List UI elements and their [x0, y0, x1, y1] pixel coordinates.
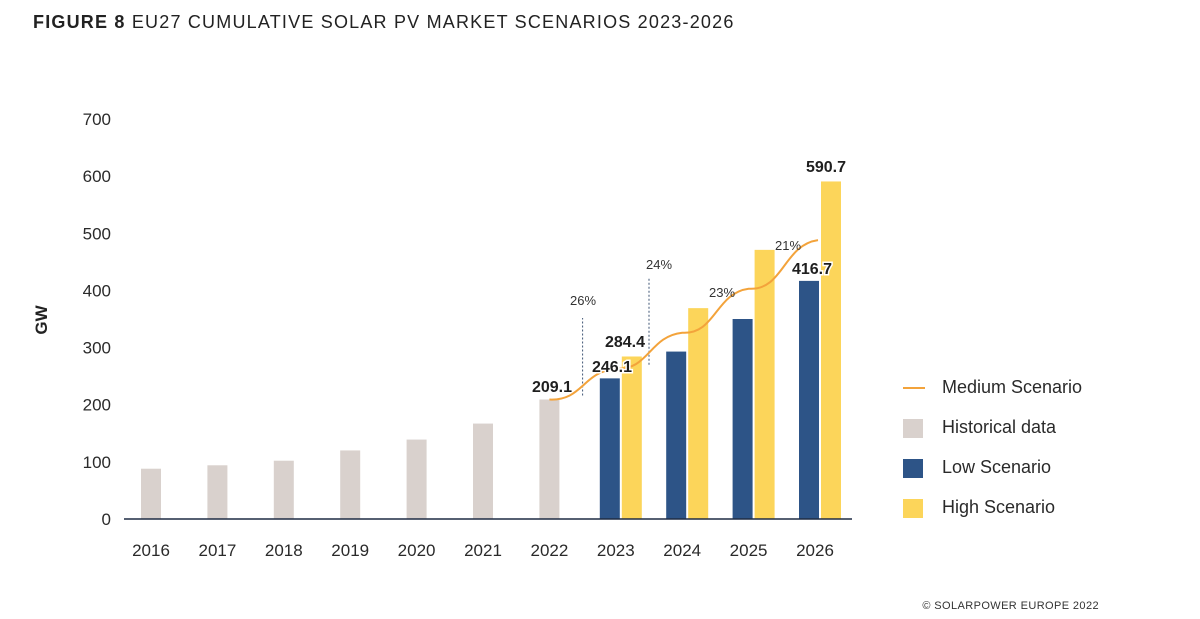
high-scenario-bar — [688, 308, 709, 519]
historical-bar — [539, 399, 560, 519]
y-tick-label: 100 — [83, 453, 111, 472]
data-label: 284.4 — [605, 334, 645, 351]
legend-label: High Scenario — [942, 497, 1056, 517]
x-tick-label: 2020 — [398, 541, 436, 560]
y-tick-label: 700 — [83, 110, 111, 129]
growth-label: 24% — [646, 257, 672, 272]
copyright-credit: © SOLARPOWER EUROPE 2022 — [922, 600, 1099, 612]
historical-bar — [406, 439, 427, 519]
data-label: 590.7 — [806, 159, 846, 176]
growth-label: 23% — [709, 285, 735, 300]
y-tick-label: 400 — [83, 281, 111, 300]
high-scenario-bar — [821, 181, 841, 519]
x-tick-label: 2018 — [265, 541, 303, 560]
data-label: 416.7 — [792, 261, 832, 278]
legend-label: Medium Scenario — [942, 377, 1083, 397]
y-tick-label: 600 — [83, 167, 111, 186]
low-scenario-bar — [666, 351, 687, 519]
low-scenario-bar — [599, 378, 620, 519]
historical-bar — [141, 468, 161, 519]
y-tick-label: 200 — [83, 396, 111, 415]
x-tick-label: 2023 — [597, 541, 635, 560]
figure-number: FIGURE 8 — [33, 12, 126, 32]
legend-swatch — [903, 499, 923, 518]
x-tick-label: 2016 — [132, 541, 170, 560]
low-scenario-bar — [799, 280, 819, 519]
y-tick-label: 0 — [102, 510, 111, 529]
historical-bar — [340, 450, 361, 519]
data-label: 246.1 — [592, 359, 632, 376]
medium-scenario-line — [549, 239, 819, 401]
high-scenario-bar — [754, 249, 775, 519]
legend-swatch — [903, 387, 925, 389]
x-tick-label: 2019 — [331, 541, 369, 560]
low-scenario-bar — [732, 319, 753, 519]
legend-swatch — [903, 419, 923, 438]
figure-title: FIGURE 8 EU27 CUMULATIVE SOLAR PV MARKET… — [33, 12, 735, 33]
legend-swatch — [903, 459, 923, 478]
y-tick-label: 500 — [83, 224, 111, 243]
historical-bar — [273, 460, 294, 519]
legend-label: Historical data — [942, 417, 1057, 437]
growth-label: 26% — [570, 293, 596, 308]
x-tick-label: 2026 — [796, 541, 834, 560]
x-tick-label: 2022 — [530, 541, 568, 560]
x-tick-label: 2017 — [198, 541, 236, 560]
y-axis-title: GW — [32, 304, 51, 334]
data-label: 209.1 — [532, 379, 572, 396]
growth-label: 21% — [775, 238, 801, 253]
high-scenario-bar — [621, 356, 642, 519]
historical-bar — [207, 465, 228, 519]
figure-title-text: EU27 CUMULATIVE SOLAR PV MARKET SCENARIO… — [131, 12, 735, 32]
x-tick-label: 2021 — [464, 541, 502, 560]
x-tick-label: 2025 — [730, 541, 768, 560]
y-tick-label: 300 — [83, 339, 111, 358]
historical-bar — [473, 423, 493, 519]
x-tick-label: 2024 — [663, 541, 701, 560]
legend-label: Low Scenario — [942, 457, 1052, 477]
